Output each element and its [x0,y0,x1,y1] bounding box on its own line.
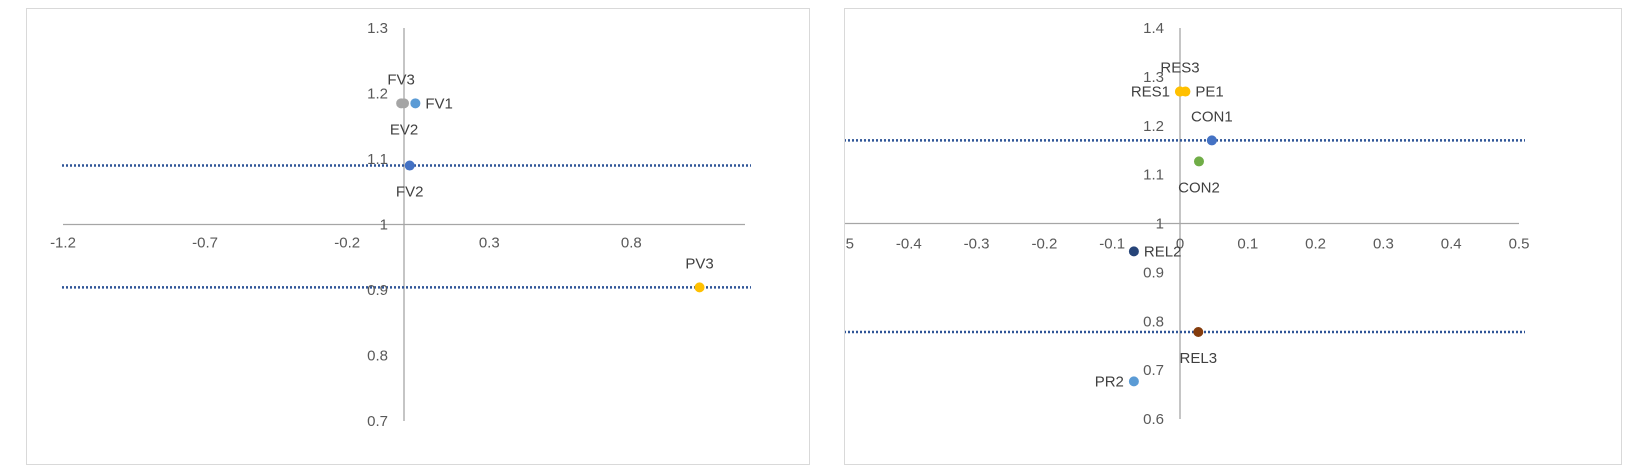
data-label: RES3 [1160,60,1199,77]
data-point [410,98,421,109]
data-point [1193,327,1204,338]
x-tick-label: -0.2 [1031,236,1057,253]
data-label: CON2 [1178,179,1220,196]
data-point [1128,246,1139,257]
x-tick-label: 0.5 [1509,236,1530,253]
y-tick-label: 1.3 [367,20,388,37]
x-tick-label: -1.2 [50,235,76,252]
x-tick-label: 0.2 [1305,236,1326,253]
data-label: FV2 [396,184,424,201]
scatter-chart-left: -1.2 -0.7 -0.2 0.3 0.8 1.3 1.2 1.1 1 0.9 0.8 0.7 FV3… [50,20,751,430]
x-tick-label: 0.3 [479,235,500,252]
y-tick-label: 0.8 [367,348,388,365]
plot-area: -0.5 -0.4 -0.3 -0.2 -0.1 0 0.1 0.2 0.3 0.4 0.5 1.4 1… [845,20,1529,428]
data-label: RES1 [1131,84,1170,101]
y-tick-label: 0.8 [1143,313,1164,330]
data-label: FV1 [425,95,453,112]
y-tick-label: 0.9 [367,282,388,299]
data-label: PV3 [685,255,713,272]
y-tick-label: 1 [380,217,388,234]
plot-area: -1.2 -0.7 -0.2 0.3 0.8 1.3 1.2 1.1 1 0.9 0.8 0.7 FV3… [50,20,751,430]
x-tick-label: 0.4 [1441,236,1462,253]
data-label: CON1 [1191,108,1233,125]
x-tick-label: 0 [1176,236,1184,253]
x-tick-label: 0.8 [621,235,642,252]
data-point [1193,156,1204,167]
x-tick-label: -0.3 [964,236,990,253]
data-label: PR2 [1095,373,1124,390]
y-tick-label: 0.9 [1143,264,1164,281]
data-label: PE1 [1195,84,1223,101]
x-tick-label: -0.5 [845,236,854,253]
x-tick-label: 0.3 [1373,236,1394,253]
data-point [404,160,415,171]
data-point [1206,135,1217,146]
data-point [399,98,409,109]
chart-panel-right: -0.5 -0.4 -0.3 -0.2 -0.1 0 0.1 0.2 0.3 0.4 0.5 1.4 1… [844,8,1622,465]
y-tick-label: 1.1 [1143,167,1164,184]
data-point [1128,376,1139,387]
y-tick-label: 1 [1156,216,1164,233]
y-tick-label: 0.7 [1143,362,1164,379]
data-label: FV3 [387,71,415,88]
x-tick-label: -0.7 [192,235,218,252]
data-point [1180,86,1191,97]
y-tick-label: 0.6 [1143,411,1164,428]
x-tick-label: 0.1 [1237,236,1258,253]
y-tick-label: 1.2 [1143,118,1164,135]
data-point [694,282,705,293]
y-tick-label: 1.4 [1143,20,1164,37]
y-tick-label: 0.7 [367,413,388,430]
x-tick-label: -0.1 [1099,236,1125,253]
x-tick-label: -0.2 [334,235,360,252]
x-tick-label: -0.4 [896,236,922,253]
scatter-chart-right: -0.5 -0.4 -0.3 -0.2 -0.1 0 0.1 0.2 0.3 0.4 0.5 1.4 1… [845,20,1529,428]
chart-panel-left: -1.2 -0.7 -0.2 0.3 0.8 1.3 1.2 1.1 1 0.9 0.8 0.7 FV3… [26,8,810,465]
y-tick-label: 1.1 [367,151,388,168]
y-tick-label: 1.2 [367,86,388,103]
data-label: REL3 [1180,350,1218,367]
y-tick-label: 1.3 [1143,69,1164,86]
data-label: REL2 [1144,243,1182,260]
data-label: EV2 [390,121,418,138]
